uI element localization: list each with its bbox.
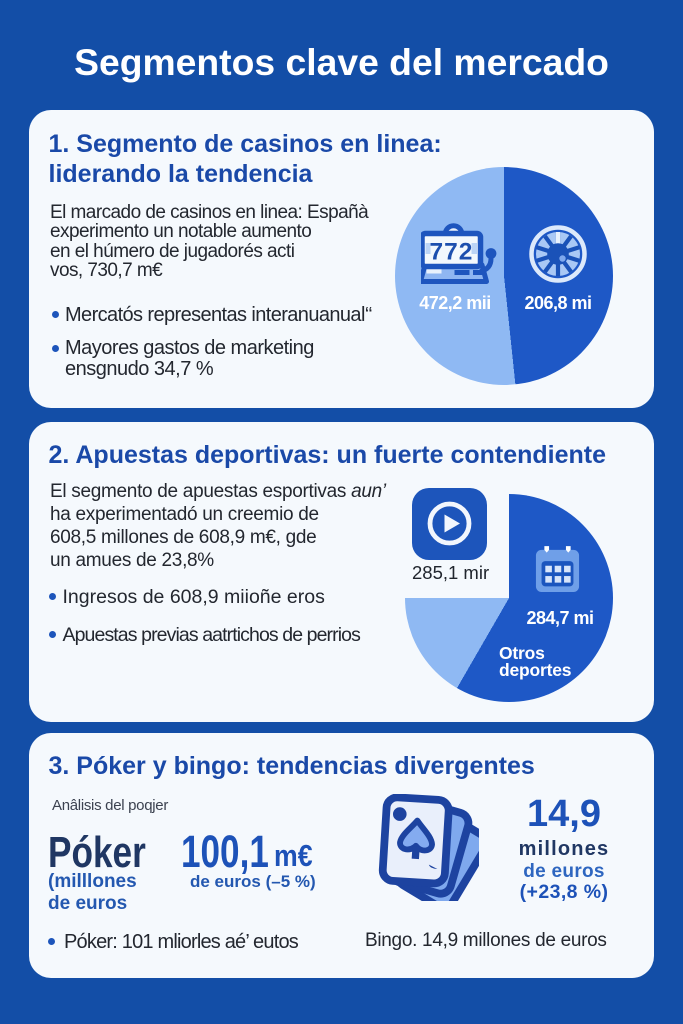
- svg-text:772: 772: [430, 239, 474, 266]
